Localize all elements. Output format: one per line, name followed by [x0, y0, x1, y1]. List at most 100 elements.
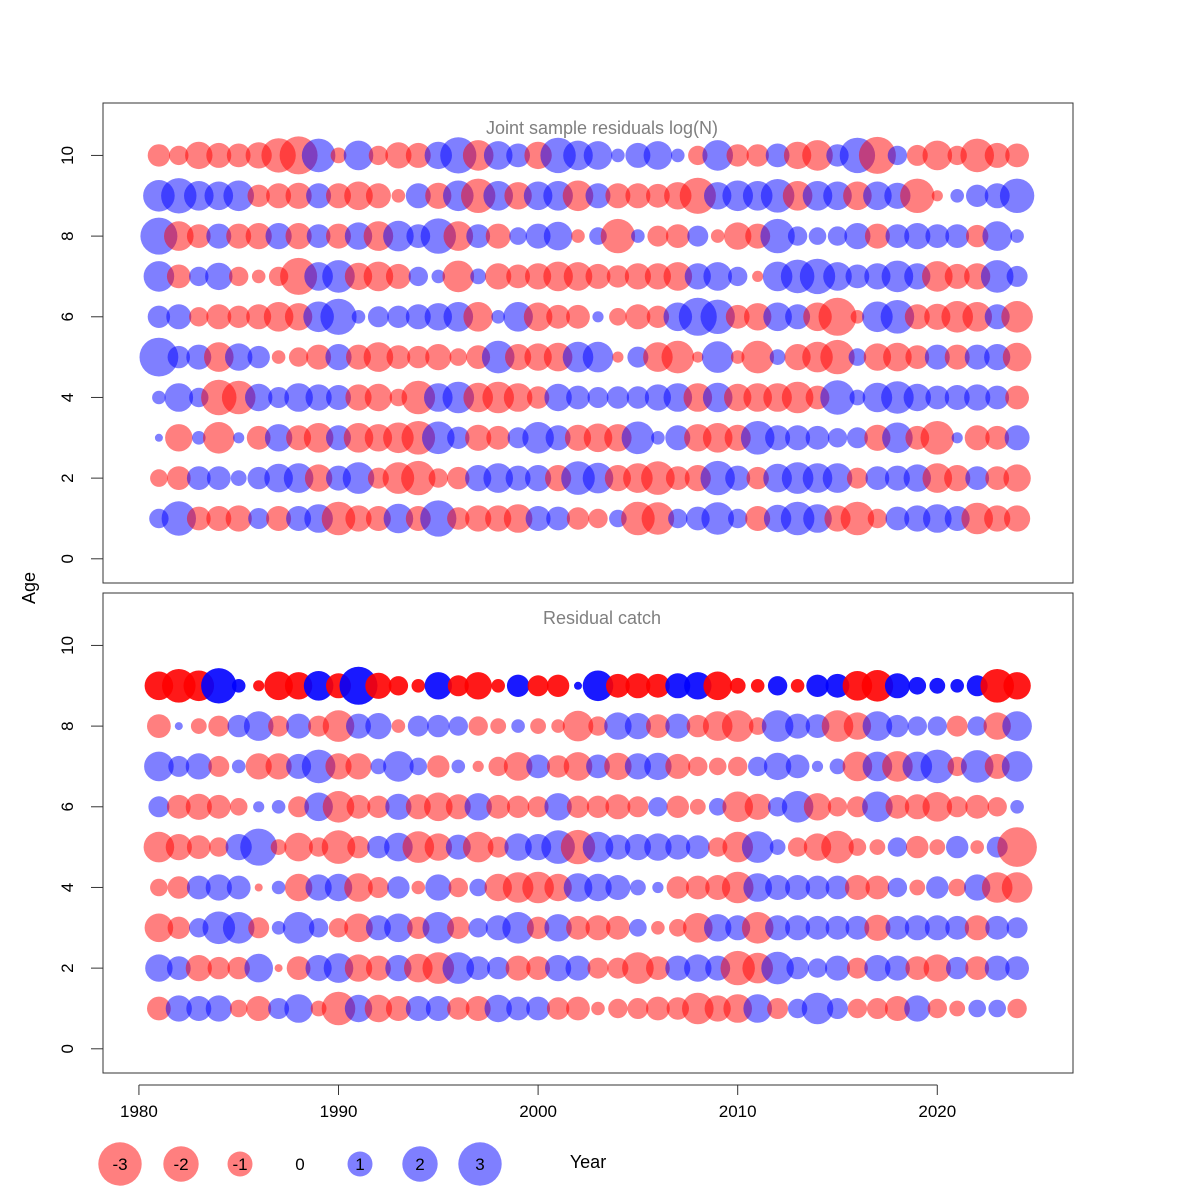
residual-bubble [305, 874, 332, 901]
residual-bubble [145, 954, 173, 982]
residual-bubble [982, 221, 1012, 251]
residual-bubble [641, 461, 675, 495]
residual-bubble [229, 999, 248, 1018]
residual-bubble [464, 672, 492, 700]
residual-bubble [425, 996, 451, 1021]
residual-bubble [566, 507, 590, 530]
residual-bubble [652, 881, 664, 894]
residual-bubble [741, 831, 774, 863]
residual-bubble [848, 838, 867, 856]
residual-bubble [546, 506, 570, 531]
residual-bubble [787, 998, 808, 1019]
residual-bubble [268, 998, 290, 1019]
residual-bubble [505, 955, 531, 981]
residual-bubble [802, 181, 833, 211]
residual-bubble [405, 183, 431, 209]
residual-bubble [409, 757, 428, 776]
residual-bubble [741, 912, 774, 944]
residual-bubble [205, 262, 233, 291]
residual-bubble [442, 260, 475, 293]
residual-bubble [144, 913, 174, 943]
residual-bubble [741, 340, 774, 374]
residual-bubble [987, 797, 1007, 817]
residual-catch-panel: Residual catch 0 2 4 6 8 10 [58, 592, 1074, 1074]
residual-bubble [482, 381, 514, 414]
residual-bubble [402, 831, 435, 863]
residual-bubble [920, 749, 955, 784]
residual-bubble [388, 676, 409, 696]
residual-bubble [150, 878, 168, 897]
residual-bubble [763, 752, 792, 781]
residual-bubble [544, 873, 572, 902]
residual-bubble [606, 915, 630, 940]
residual-bubble [306, 183, 332, 209]
residual-bubble [684, 954, 712, 982]
residual-bubble [931, 190, 943, 202]
residual-bubble [726, 144, 749, 167]
residual-bubble [231, 679, 246, 693]
y-tick-label: 8 [58, 721, 77, 730]
residual-bubble [288, 347, 309, 367]
residual-bubble [861, 670, 894, 702]
residual-bubble [704, 995, 731, 1022]
residual-bubble [887, 837, 908, 857]
residual-bubble [370, 758, 387, 775]
residual-bubble [644, 833, 672, 861]
residual-bubble [253, 680, 265, 692]
residual-bubble [827, 797, 848, 817]
residual-bubble [326, 183, 351, 209]
residual-bubble [708, 798, 727, 816]
residual-bubble [884, 465, 910, 491]
residual-bubble [344, 994, 373, 1023]
residual-bubble [484, 994, 512, 1023]
legend-bubble [163, 1146, 199, 1182]
residual-bubble [271, 880, 286, 895]
residual-bubble [687, 225, 709, 247]
residual-bubble [271, 350, 286, 364]
residual-bubble [1006, 917, 1028, 939]
residual-bubble [463, 302, 494, 332]
residual-bubble [744, 793, 771, 820]
residual-bubble [247, 466, 270, 490]
residual-bubble [723, 994, 752, 1023]
residual-bubble [862, 791, 893, 823]
residual-bubble [985, 915, 1010, 940]
residual-bubble [904, 915, 930, 941]
residual-bubble [980, 260, 1014, 293]
residual-bubble [563, 752, 593, 781]
residual-bubble [761, 951, 794, 985]
residual-bubble [884, 955, 910, 981]
residual-bubble [201, 668, 237, 704]
residual-bubble [186, 344, 212, 370]
residual-bubble [506, 674, 530, 697]
residual-bubble [591, 1001, 605, 1016]
residual-bubble [465, 996, 491, 1021]
residual-bubble [270, 839, 287, 855]
residual-bubble [881, 260, 914, 293]
residual-bubble [966, 184, 989, 207]
residual-bubble [763, 302, 792, 332]
residual-bubble [169, 145, 189, 166]
residual-bubble [967, 716, 987, 736]
residual-bubble [486, 425, 511, 450]
residual-bubble [231, 759, 246, 774]
residual-bubble [1004, 505, 1031, 532]
residual-bubble [729, 677, 746, 694]
residual-bubble [301, 138, 336, 173]
residual-bubble [609, 308, 627, 326]
residual-bubble [562, 180, 594, 212]
residual-bubble [166, 264, 191, 289]
residual-bubble [565, 955, 591, 981]
residual-bubble [391, 719, 406, 733]
residual-bubble [344, 954, 373, 982]
residual-bubble [862, 711, 893, 741]
residual-bubble [405, 996, 431, 1021]
residual-bubble [865, 875, 890, 900]
residual-bubble [571, 229, 585, 243]
residual-bubble [384, 913, 413, 943]
residual-bubble [233, 432, 245, 444]
residual-bubble [728, 756, 748, 777]
residual-bubble [646, 673, 670, 698]
residual-bubble [630, 879, 646, 896]
residual-bubble [988, 999, 1006, 1018]
